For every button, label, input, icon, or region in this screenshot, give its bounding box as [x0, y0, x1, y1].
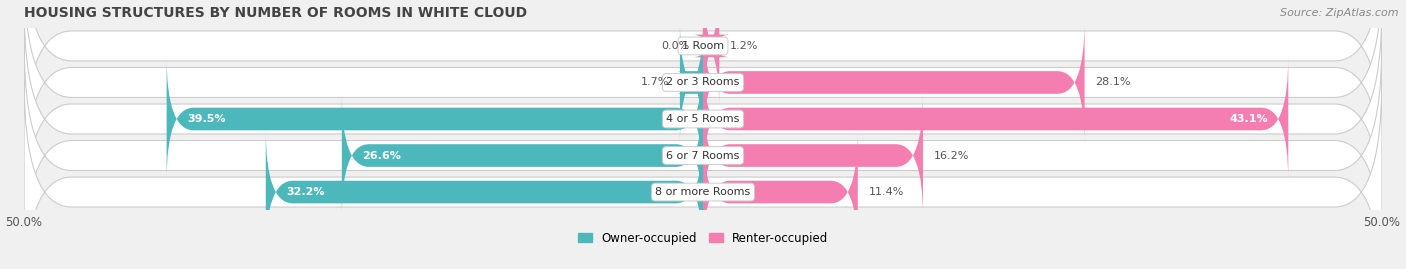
- Text: 6 or 7 Rooms: 6 or 7 Rooms: [666, 151, 740, 161]
- Text: HOUSING STRUCTURES BY NUMBER OF ROOMS IN WHITE CLOUD: HOUSING STRUCTURES BY NUMBER OF ROOMS IN…: [24, 6, 527, 20]
- Text: 8 or more Rooms: 8 or more Rooms: [655, 187, 751, 197]
- FancyBboxPatch shape: [703, 94, 922, 217]
- Text: 1.2%: 1.2%: [730, 41, 758, 51]
- FancyBboxPatch shape: [703, 21, 1084, 144]
- Text: 0.0%: 0.0%: [661, 41, 689, 51]
- FancyBboxPatch shape: [692, 0, 730, 108]
- Text: 32.2%: 32.2%: [287, 187, 325, 197]
- Text: Source: ZipAtlas.com: Source: ZipAtlas.com: [1281, 8, 1399, 18]
- FancyBboxPatch shape: [24, 79, 1382, 269]
- Text: 43.1%: 43.1%: [1229, 114, 1268, 124]
- Text: 11.4%: 11.4%: [869, 187, 904, 197]
- FancyBboxPatch shape: [24, 0, 1382, 195]
- Legend: Owner-occupied, Renter-occupied: Owner-occupied, Renter-occupied: [578, 232, 828, 245]
- FancyBboxPatch shape: [24, 0, 1382, 159]
- FancyBboxPatch shape: [703, 57, 1288, 181]
- Text: 39.5%: 39.5%: [187, 114, 225, 124]
- FancyBboxPatch shape: [703, 130, 858, 254]
- FancyBboxPatch shape: [24, 43, 1382, 268]
- Text: 1 Room: 1 Room: [682, 41, 724, 51]
- FancyBboxPatch shape: [676, 21, 707, 144]
- Text: 1.7%: 1.7%: [641, 77, 669, 87]
- Text: 4 or 5 Rooms: 4 or 5 Rooms: [666, 114, 740, 124]
- Text: 26.6%: 26.6%: [363, 151, 401, 161]
- FancyBboxPatch shape: [24, 6, 1382, 232]
- FancyBboxPatch shape: [167, 57, 703, 181]
- FancyBboxPatch shape: [342, 94, 703, 217]
- Text: 28.1%: 28.1%: [1095, 77, 1130, 87]
- Text: 16.2%: 16.2%: [934, 151, 969, 161]
- FancyBboxPatch shape: [266, 130, 703, 254]
- Text: 2 or 3 Rooms: 2 or 3 Rooms: [666, 77, 740, 87]
